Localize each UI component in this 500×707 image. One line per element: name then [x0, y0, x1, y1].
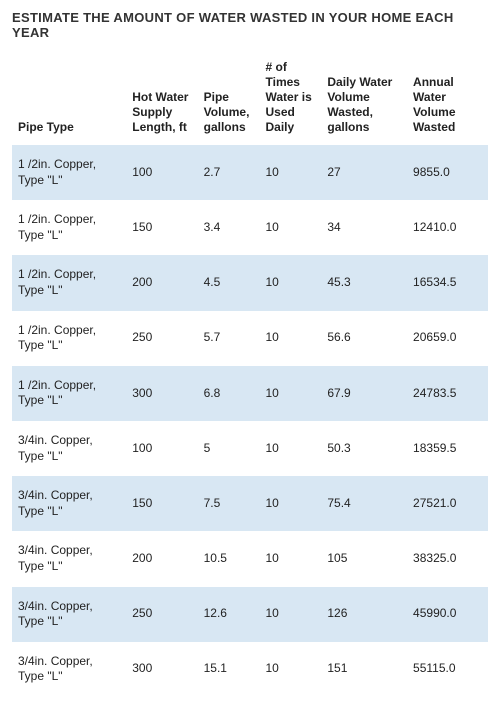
cell-uses-daily: 10 [260, 255, 322, 310]
cell-supply-length: 150 [126, 476, 197, 531]
cell-annual-wasted: 20659.0 [407, 311, 488, 366]
table-row: 3/4in. Copper, Type "L" 250 12.6 10 126 … [12, 587, 488, 642]
col-header-uses-daily: # of Times Water is Used Daily [260, 54, 322, 145]
cell-pipe-type: 3/4in. Copper, Type "L" [12, 587, 126, 642]
cell-pipe-volume: 15.1 [198, 642, 260, 697]
cell-pipe-volume: 5.7 [198, 311, 260, 366]
cell-uses-daily: 10 [260, 421, 322, 476]
cell-daily-wasted: 27 [321, 145, 407, 200]
cell-supply-length: 200 [126, 531, 197, 586]
table-body: 1 /2in. Copper, Type "L" 100 2.7 10 27 9… [12, 145, 488, 697]
cell-pipe-volume: 7.5 [198, 476, 260, 531]
cell-pipe-volume: 2.7 [198, 145, 260, 200]
cell-daily-wasted: 45.3 [321, 255, 407, 310]
col-header-supply-length: Hot Water Supply Length, ft [126, 54, 197, 145]
cell-annual-wasted: 24783.5 [407, 366, 488, 421]
col-header-pipe-type: Pipe Type [12, 54, 126, 145]
water-waste-table: Pipe Type Hot Water Supply Length, ft Pi… [12, 54, 488, 697]
cell-pipe-volume: 4.5 [198, 255, 260, 310]
cell-pipe-type: 1 /2in. Copper, Type "L" [12, 200, 126, 255]
table-row: 3/4in. Copper, Type "L" 100 5 10 50.3 18… [12, 421, 488, 476]
cell-supply-length: 250 [126, 311, 197, 366]
cell-uses-daily: 10 [260, 587, 322, 642]
table-row: 3/4in. Copper, Type "L" 150 7.5 10 75.4 … [12, 476, 488, 531]
cell-uses-daily: 10 [260, 476, 322, 531]
table-row: 3/4in. Copper, Type "L" 300 15.1 10 151 … [12, 642, 488, 697]
cell-supply-length: 250 [126, 587, 197, 642]
cell-annual-wasted: 38325.0 [407, 531, 488, 586]
cell-pipe-type: 1 /2in. Copper, Type "L" [12, 366, 126, 421]
table-row: 1 /2in. Copper, Type "L" 200 4.5 10 45.3… [12, 255, 488, 310]
cell-pipe-type: 1 /2in. Copper, Type "L" [12, 311, 126, 366]
cell-pipe-type: 1 /2in. Copper, Type "L" [12, 145, 126, 200]
cell-pipe-type: 3/4in. Copper, Type "L" [12, 421, 126, 476]
cell-annual-wasted: 55115.0 [407, 642, 488, 697]
cell-pipe-type: 1 /2in. Copper, Type "L" [12, 255, 126, 310]
cell-supply-length: 100 [126, 421, 197, 476]
cell-supply-length: 300 [126, 366, 197, 421]
cell-annual-wasted: 27521.0 [407, 476, 488, 531]
page-container: ESTIMATE THE AMOUNT OF WATER WASTED IN Y… [0, 0, 500, 707]
table-row: 1 /2in. Copper, Type "L" 100 2.7 10 27 9… [12, 145, 488, 200]
cell-pipe-volume: 3.4 [198, 200, 260, 255]
cell-annual-wasted: 45990.0 [407, 587, 488, 642]
cell-pipe-type: 3/4in. Copper, Type "L" [12, 476, 126, 531]
cell-pipe-volume: 10.5 [198, 531, 260, 586]
cell-daily-wasted: 50.3 [321, 421, 407, 476]
cell-uses-daily: 10 [260, 531, 322, 586]
table-row: 1 /2in. Copper, Type "L" 300 6.8 10 67.9… [12, 366, 488, 421]
cell-annual-wasted: 12410.0 [407, 200, 488, 255]
cell-pipe-volume: 12.6 [198, 587, 260, 642]
cell-uses-daily: 10 [260, 145, 322, 200]
cell-daily-wasted: 75.4 [321, 476, 407, 531]
cell-uses-daily: 10 [260, 311, 322, 366]
cell-supply-length: 300 [126, 642, 197, 697]
cell-daily-wasted: 56.6 [321, 311, 407, 366]
cell-pipe-volume: 5 [198, 421, 260, 476]
cell-supply-length: 100 [126, 145, 197, 200]
table-row: 1 /2in. Copper, Type "L" 250 5.7 10 56.6… [12, 311, 488, 366]
cell-daily-wasted: 126 [321, 587, 407, 642]
table-header-row: Pipe Type Hot Water Supply Length, ft Pi… [12, 54, 488, 145]
cell-uses-daily: 10 [260, 642, 322, 697]
col-header-annual-wasted: Annual Water Volume Wasted [407, 54, 488, 145]
cell-pipe-volume: 6.8 [198, 366, 260, 421]
cell-daily-wasted: 34 [321, 200, 407, 255]
cell-pipe-type: 3/4in. Copper, Type "L" [12, 642, 126, 697]
cell-uses-daily: 10 [260, 200, 322, 255]
cell-daily-wasted: 67.9 [321, 366, 407, 421]
cell-daily-wasted: 105 [321, 531, 407, 586]
cell-annual-wasted: 9855.0 [407, 145, 488, 200]
col-header-daily-wasted: Daily Water Volume Wasted, gallons [321, 54, 407, 145]
col-header-pipe-volume: Pipe Volume, gallons [198, 54, 260, 145]
table-row: 3/4in. Copper, Type "L" 200 10.5 10 105 … [12, 531, 488, 586]
table-row: 1 /2in. Copper, Type "L" 150 3.4 10 34 1… [12, 200, 488, 255]
cell-daily-wasted: 151 [321, 642, 407, 697]
cell-supply-length: 150 [126, 200, 197, 255]
page-title: ESTIMATE THE AMOUNT OF WATER WASTED IN Y… [12, 10, 488, 40]
cell-supply-length: 200 [126, 255, 197, 310]
cell-uses-daily: 10 [260, 366, 322, 421]
cell-pipe-type: 3/4in. Copper, Type "L" [12, 531, 126, 586]
cell-annual-wasted: 16534.5 [407, 255, 488, 310]
cell-annual-wasted: 18359.5 [407, 421, 488, 476]
